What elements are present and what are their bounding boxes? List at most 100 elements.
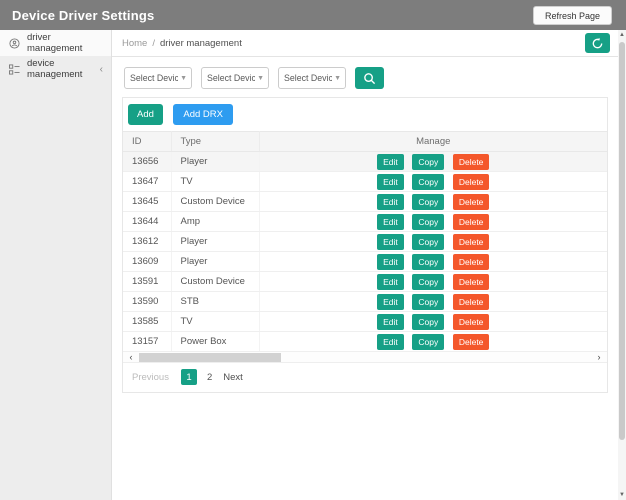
search-button[interactable] <box>355 67 384 89</box>
row-id-cell: 13590 <box>123 291 172 312</box>
sidebar-item-driver-management[interactable]: driver management <box>0 30 111 56</box>
delete-button[interactable]: Delete <box>452 153 490 170</box>
chevron-down-icon: ▼ <box>180 74 187 82</box>
copy-button[interactable]: Copy <box>412 293 445 310</box>
sidebar-item-label: device management <box>27 58 83 80</box>
device-type-select[interactable]: Select Device Typ ▼ <box>124 67 192 89</box>
chevron-left-icon: ‹ <box>99 63 103 75</box>
delete-button[interactable]: Delete <box>452 193 490 210</box>
scroll-up-icon[interactable]: ▲ <box>619 32 625 38</box>
table-row: 13585 TV Edit Copy Delete <box>123 311 607 332</box>
row-id-cell: 13585 <box>123 311 172 332</box>
copy-button[interactable]: Copy <box>412 273 445 290</box>
row-manage-cell: Edit Copy Delete <box>259 331 607 352</box>
device-model-select[interactable]: Select Device Mo ▼ <box>278 67 346 89</box>
row-type-cell: Player <box>171 251 260 272</box>
horizontal-scrollbar-thumb[interactable] <box>139 353 281 362</box>
row-id-cell: 13591 <box>123 271 172 292</box>
edit-button[interactable]: Edit <box>377 273 404 290</box>
refresh-content-button[interactable] <box>585 33 610 53</box>
row-type-cell: Custom Device <box>171 191 260 212</box>
refresh-page-button[interactable]: Refresh Page <box>532 6 612 25</box>
row-id-cell: 13647 <box>123 171 172 192</box>
delete-button[interactable]: Delete <box>452 313 490 330</box>
edit-button[interactable]: Edit <box>377 313 404 330</box>
pagination-previous[interactable]: Previous <box>132 371 169 383</box>
copy-button[interactable]: Copy <box>412 333 445 350</box>
pagination-next[interactable]: Next <box>223 371 243 383</box>
row-manage-cell: Edit Copy Delete <box>259 231 607 252</box>
vertical-scrollbar[interactable]: ▲ ▼ <box>618 30 626 500</box>
delete-button[interactable]: Delete <box>452 293 490 310</box>
breadcrumb-current: driver management <box>159 37 242 49</box>
scroll-left-icon[interactable]: ‹ <box>129 352 133 362</box>
delete-button[interactable]: Delete <box>452 173 490 190</box>
user-circle-icon <box>9 37 20 49</box>
pagination-page-2[interactable]: 2 <box>206 371 213 383</box>
copy-button[interactable]: Copy <box>412 193 445 210</box>
breadcrumb-home-link[interactable]: Home <box>122 37 148 49</box>
app-header: Device Driver Settings Refresh Page <box>0 0 626 30</box>
layout: driver management device management ‹ Ho… <box>0 30 618 500</box>
sidebar-item-device-management[interactable]: device management ‹ <box>0 56 111 82</box>
table-row: 13644 Amp Edit Copy Delete <box>123 211 607 232</box>
copy-button[interactable]: Copy <box>412 253 445 270</box>
row-type-cell: TV <box>171 171 260 192</box>
scroll-right-icon[interactable]: › <box>597 352 601 362</box>
table-header-row: ID Type Manage <box>123 131 607 152</box>
chevron-down-icon: ▼ <box>334 74 341 82</box>
add-button[interactable]: Add <box>128 104 163 125</box>
edit-button[interactable]: Edit <box>377 253 404 270</box>
pagination-page-1[interactable]: 1 <box>180 369 197 385</box>
driver-table-panel: Add Add DRX ID Type Manage 13656 Pl <box>122 97 608 393</box>
edit-button[interactable]: Edit <box>377 153 404 170</box>
main-area: Home / driver management Select Device T… <box>112 30 618 500</box>
delete-button[interactable]: Delete <box>452 213 490 230</box>
row-id-cell: 13612 <box>123 231 172 252</box>
edit-button[interactable]: Edit <box>377 333 404 350</box>
row-type-cell: Power Box <box>171 331 260 352</box>
delete-button[interactable]: Delete <box>452 333 490 350</box>
column-header-type: Type <box>171 131 260 152</box>
copy-button[interactable]: Copy <box>412 233 445 250</box>
column-header-id: ID <box>123 131 172 152</box>
vertical-scrollbar-thumb[interactable] <box>619 42 625 440</box>
add-drx-button[interactable]: Add DRX <box>173 104 233 125</box>
row-manage-cell: Edit Copy Delete <box>259 311 607 332</box>
scroll-down-icon[interactable]: ▼ <box>619 492 625 498</box>
column-header-manage: Manage <box>259 131 607 152</box>
edit-button[interactable]: Edit <box>377 193 404 210</box>
table-row: 13645 Custom Device Edit Copy Delete <box>123 191 607 212</box>
row-manage-cell: Edit Copy Delete <box>259 251 607 272</box>
copy-button[interactable]: Copy <box>412 313 445 330</box>
row-type-cell: Amp <box>171 211 260 232</box>
row-manage-cell: Edit Copy Delete <box>259 291 607 312</box>
copy-button[interactable]: Copy <box>412 153 445 170</box>
edit-button[interactable]: Edit <box>377 213 404 230</box>
breadcrumb: Home / driver management <box>112 30 618 57</box>
search-icon <box>364 72 376 84</box>
edit-button[interactable]: Edit <box>377 293 404 310</box>
horizontal-scrollbar[interactable]: ‹ › <box>123 352 607 363</box>
copy-button[interactable]: Copy <box>412 213 445 230</box>
row-manage-cell: Edit Copy Delete <box>259 191 607 212</box>
device-tree-icon <box>9 63 20 75</box>
delete-button[interactable]: Delete <box>452 233 490 250</box>
delete-button[interactable]: Delete <box>452 253 490 270</box>
content: Select Device Typ ▼ Select Device Bra ▼ … <box>112 57 618 401</box>
row-type-cell: Player <box>171 231 260 252</box>
device-brand-select[interactable]: Select Device Bra ▼ <box>201 67 269 89</box>
filter-row: Select Device Typ ▼ Select Device Bra ▼ … <box>124 67 608 89</box>
table-row: 13591 Custom Device Edit Copy Delete <box>123 271 607 292</box>
table-row: 13157 Power Box Edit Copy Delete <box>123 331 607 352</box>
copy-button[interactable]: Copy <box>412 173 445 190</box>
sidebar: driver management device management ‹ <box>0 30 112 500</box>
delete-button[interactable]: Delete <box>452 273 490 290</box>
row-manage-cell: Edit Copy Delete <box>259 271 607 292</box>
page-title: Device Driver Settings <box>12 8 155 23</box>
edit-button[interactable]: Edit <box>377 233 404 250</box>
row-type-cell: Custom Device <box>171 271 260 292</box>
table-row: 13656 Player Edit Copy Delete <box>123 151 607 172</box>
edit-button[interactable]: Edit <box>377 173 404 190</box>
row-manage-cell: Edit Copy Delete <box>259 171 607 192</box>
